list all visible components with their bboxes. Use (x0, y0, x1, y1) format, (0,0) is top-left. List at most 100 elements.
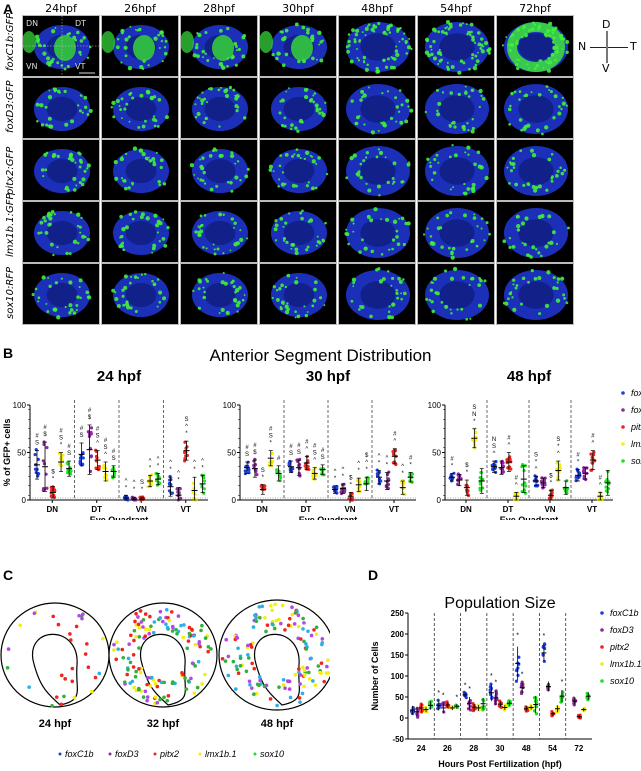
gfp-cell (462, 61, 466, 65)
gfp-cell (447, 246, 451, 250)
eye-lens-region (46, 282, 78, 308)
gfp-cell (153, 124, 157, 128)
gfp-cell (384, 65, 389, 69)
map-cell-lmx1b.1 (112, 648, 116, 652)
eye-map-24hpf: 24 hpf (0, 602, 110, 730)
gfp-cell (520, 35, 524, 39)
gfp-cell (118, 105, 121, 108)
gfp-cell (550, 175, 554, 179)
gfp-cell (219, 29, 223, 33)
gfp-cell (51, 29, 56, 34)
map-cell-foxC1b (179, 623, 183, 628)
map-cell-foxC1b (288, 695, 293, 700)
data-point-foxC1b (574, 475, 578, 479)
map-cell-pitx2 (297, 667, 301, 671)
gfp-cell (273, 227, 278, 232)
gfp-cell (218, 125, 221, 128)
gfp-cell (449, 91, 454, 95)
gfp-cell (279, 305, 282, 309)
data-point-foxD3 (42, 462, 47, 466)
gfp-cell (115, 45, 120, 50)
gfp-cell (291, 183, 296, 188)
significance-marker: * (451, 463, 454, 469)
gfp-cell (81, 234, 86, 239)
gfp-cell (118, 244, 122, 249)
data-point-foxD3 (386, 482, 391, 487)
gfp-cell (110, 105, 114, 109)
map-cell-lmx1b.1 (300, 665, 305, 670)
data-point-sox10 (65, 461, 69, 465)
panel-a-letter: A (3, 1, 14, 17)
gfp-cell (356, 57, 359, 60)
gfp-cell (201, 156, 205, 160)
gfp-lens-signal (133, 35, 155, 61)
eye-lens-region (204, 220, 236, 246)
gfp-cell (451, 246, 456, 251)
eye-lens-region (360, 157, 396, 185)
significance-marker: ^ (341, 467, 344, 473)
gfp-cell (506, 166, 509, 169)
map-cell-foxC1b (191, 634, 196, 638)
gfp-cell (130, 275, 133, 279)
map-cell-lmx1b.1 (90, 689, 94, 694)
gfp-cell (74, 161, 77, 164)
x-tick-label: DT (301, 505, 312, 514)
data-point-foxD3 (387, 470, 391, 474)
gfp-cell (378, 279, 384, 284)
map-cell-pitx2 (125, 672, 129, 677)
y-tick-label: -50 (392, 735, 404, 744)
gfp-cell (34, 287, 38, 291)
map-cell-lmx1b.1 (181, 635, 186, 640)
map-cell-sox10 (170, 629, 175, 633)
gfp-cell (46, 56, 51, 61)
map-cell-foxD3 (224, 637, 229, 642)
map-cell-foxC1b (165, 625, 170, 630)
legend-swatch-foxD3 (108, 752, 112, 756)
map-cell-pitx2 (69, 638, 73, 642)
gfp-cell (444, 304, 449, 309)
y-tick-label: 200 (391, 630, 405, 639)
gfp-cell (459, 59, 464, 63)
gfp-cell (226, 26, 230, 31)
compass-horizontal-line (590, 47, 628, 48)
map-cell-lmx1b.1 (307, 677, 312, 681)
map-cell-sox10 (258, 615, 262, 620)
gfp-cell (39, 231, 43, 235)
gfp-cell (440, 245, 444, 249)
significance-marker: * (464, 683, 467, 690)
gfp-cell (234, 290, 237, 294)
eye-lens-region (46, 158, 78, 184)
gfp-cell (45, 151, 49, 155)
gfp-cell (145, 89, 150, 94)
data-point-foxC1b (490, 463, 494, 467)
gfp-cell (321, 111, 324, 114)
significance-marker: $ (465, 463, 469, 469)
gfp-cell (68, 303, 73, 308)
map-cell-foxD3 (325, 664, 329, 669)
significance-marker: ^ (493, 451, 496, 457)
gfp-cell (308, 98, 313, 103)
legend-swatch-foxC1b (600, 611, 604, 615)
micrograph-svg (102, 78, 178, 138)
gfp-cell (44, 105, 48, 109)
row-label-pitx2: pitx2:GFP (5, 146, 16, 195)
gfp-cell (395, 288, 399, 292)
significance-marker: ^ (201, 458, 204, 464)
gfp-cell (350, 299, 354, 303)
gfp-cell (226, 64, 229, 68)
data-point-lmx1b.1 (555, 461, 559, 465)
significance-marker: * (125, 485, 128, 491)
map-cell-foxC1b (151, 630, 156, 635)
significance-marker: S (112, 456, 116, 462)
gfp-cell (52, 307, 57, 312)
gfp-cell (465, 23, 468, 26)
gfp-cell (437, 101, 442, 106)
gfp-cell (462, 191, 466, 195)
gfp-cell (198, 227, 201, 229)
map-cell-pitx2 (114, 657, 119, 662)
gfp-cell (485, 221, 489, 225)
significance-marker: # (253, 443, 257, 449)
significance-marker: ^ (177, 471, 180, 477)
gfp-cell (124, 54, 128, 58)
map-cell-pitx2 (319, 661, 324, 665)
